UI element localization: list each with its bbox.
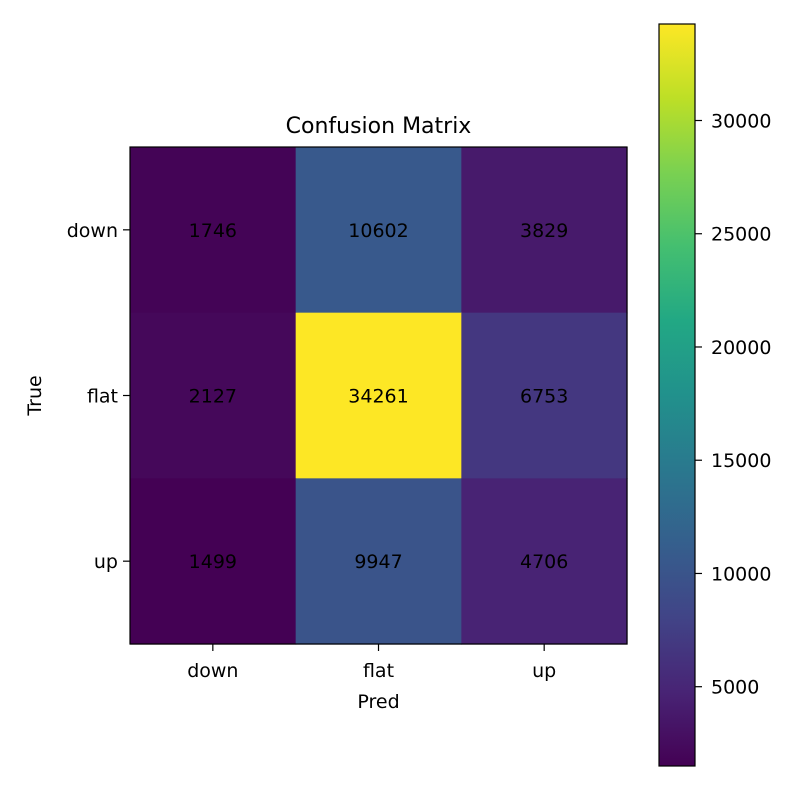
heatmap-cell <box>295 147 462 314</box>
colorbar-tick-label: 30000 <box>711 111 771 133</box>
heatmap-cell <box>130 478 297 645</box>
heatmap-cell <box>130 147 297 314</box>
colorbar <box>658 23 696 767</box>
cell-value-labels: 1746 10602 3829 2127 34261 6753 1499 9947 4706 <box>189 220 569 573</box>
heatmap-cell <box>295 478 462 645</box>
x-axis-ticks: down flat up <box>187 644 556 682</box>
y-tick-label: flat <box>87 386 118 408</box>
colorbar-tick-label: 20000 <box>711 337 771 359</box>
x-tick-label: flat <box>363 660 394 682</box>
cell-value-label: 2127 <box>189 386 237 408</box>
cell-value-label: 34261 <box>348 386 408 408</box>
cell-value-label: 4706 <box>520 551 568 573</box>
y-tick-label: up <box>94 551 118 573</box>
cell-value-label: 6753 <box>520 386 568 408</box>
cell-value-label: 3829 <box>520 220 568 242</box>
colorbar-tick-label: 5000 <box>711 677 759 699</box>
cell-value-label: 9947 <box>354 551 402 573</box>
y-tick-label: down <box>67 220 118 242</box>
y-axis-label: True <box>24 375 46 416</box>
heatmap-cell <box>461 312 628 479</box>
colorbar-ticks: 5000 10000 15000 20000 25000 30000 <box>695 111 771 699</box>
cell-value-label: 1746 <box>189 220 237 242</box>
heatmap-cell <box>461 478 628 645</box>
y-axis-ticks: down flat up <box>67 220 130 573</box>
heatmap-cell <box>295 312 462 479</box>
cell-value-label: 10602 <box>348 220 408 242</box>
cell-value-label: 1499 <box>189 551 237 573</box>
heatmap-cell <box>130 312 297 479</box>
colorbar-tick-label: 10000 <box>711 563 771 585</box>
heatmap-cell <box>461 147 628 314</box>
x-axis-label: Pred <box>357 691 399 713</box>
x-tick-label: down <box>187 660 238 682</box>
colorbar-tick-label: 15000 <box>711 450 771 472</box>
heatmap-cells <box>130 147 628 645</box>
colorbar-tick-label: 25000 <box>711 224 771 246</box>
chart-title: Confusion Matrix <box>286 114 472 139</box>
x-tick-label: up <box>532 660 556 682</box>
